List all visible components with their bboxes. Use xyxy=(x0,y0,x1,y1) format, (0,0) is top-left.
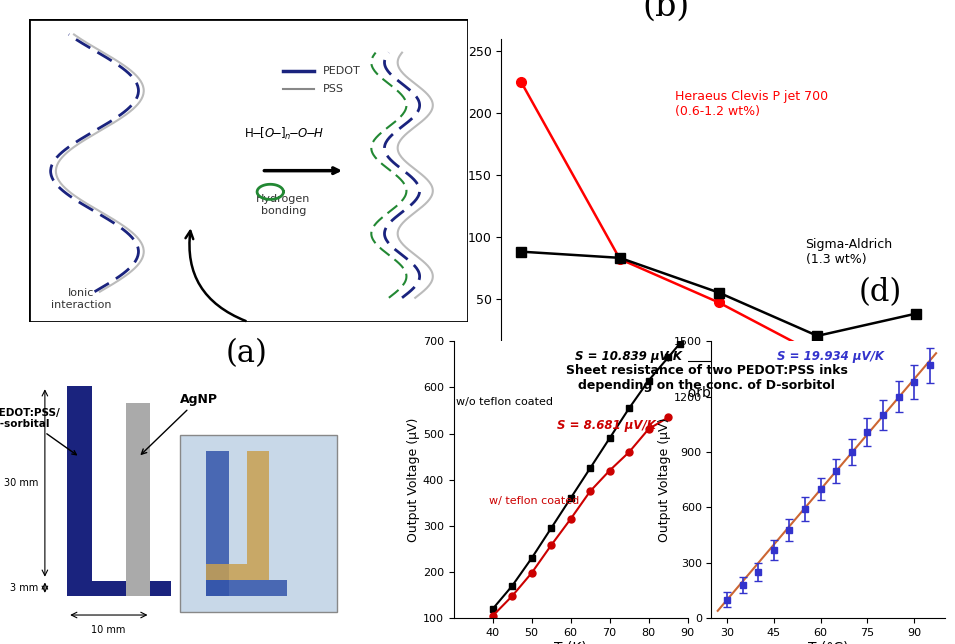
FancyArrowPatch shape xyxy=(185,231,245,321)
Text: Sigma-Aldrich
(1.3 wt%): Sigma-Aldrich (1.3 wt%) xyxy=(805,238,893,266)
Text: (c): (c) xyxy=(402,277,443,308)
Text: 3 mm: 3 mm xyxy=(10,583,38,592)
Text: AgNP: AgNP xyxy=(141,392,218,454)
Text: Ionic
interaction: Ionic interaction xyxy=(52,289,112,310)
Text: S = 10.839 μV/K: S = 10.839 μV/K xyxy=(575,350,682,363)
Bar xyxy=(180,435,337,612)
Bar xyxy=(67,386,92,596)
Text: w/ teflon coated: w/ teflon coated xyxy=(489,497,579,506)
Bar xyxy=(92,402,126,580)
Text: 30 mm: 30 mm xyxy=(4,478,38,488)
X-axis label: T (K): T (K) xyxy=(554,641,587,644)
Text: S = 19.934 μV/K: S = 19.934 μV/K xyxy=(777,350,884,363)
Bar xyxy=(206,580,287,596)
Text: PEDOT: PEDOT xyxy=(323,66,361,76)
Y-axis label: Output Voltage (μV): Output Voltage (μV) xyxy=(658,417,670,542)
Bar xyxy=(206,564,246,580)
Y-axis label: Sheet resistance (kΩ/sq): Sheet resistance (kΩ/sq) xyxy=(452,122,465,277)
Text: S = 8.681 μV/K: S = 8.681 μV/K xyxy=(557,419,655,432)
Y-axis label: Output Voltage (μV): Output Voltage (μV) xyxy=(407,417,420,542)
Text: (b): (b) xyxy=(643,0,690,23)
Text: Heraeus Clevis P jet 700
(0.6-1.2 wt%): Heraeus Clevis P jet 700 (0.6-1.2 wt%) xyxy=(675,90,828,118)
Text: Sheet resistance of two PEDOT:PSS inks
depending on the conc. of D-sorbitol: Sheet resistance of two PEDOT:PSS inks d… xyxy=(565,364,848,392)
Text: (a): (a) xyxy=(226,338,267,369)
Bar xyxy=(206,451,229,596)
Text: 10 mm: 10 mm xyxy=(91,625,125,635)
Bar xyxy=(126,580,150,596)
Text: w/o teflon coated: w/o teflon coated xyxy=(456,397,553,407)
Bar xyxy=(246,451,269,580)
Text: PSS: PSS xyxy=(323,84,344,94)
X-axis label: D-sorbitol wt %: D-sorbitol wt % xyxy=(666,386,772,400)
Text: (d): (d) xyxy=(859,277,902,308)
Text: PEDOT:PSS/
D-sorbital: PEDOT:PSS/ D-sorbital xyxy=(0,408,76,455)
Text: $\mathsf{H}\!\!-\!\![O\!\!-\!\!]_n\!\!-\!\!O\!\!-\!\!H$: $\mathsf{H}\!\!-\!\![O\!\!-\!\!]_n\!\!-\… xyxy=(244,126,324,142)
Bar xyxy=(126,402,150,580)
X-axis label: T (°C): T (°C) xyxy=(808,641,849,644)
Text: Hydrogen
bonding: Hydrogen bonding xyxy=(256,194,310,216)
Bar xyxy=(67,581,171,596)
